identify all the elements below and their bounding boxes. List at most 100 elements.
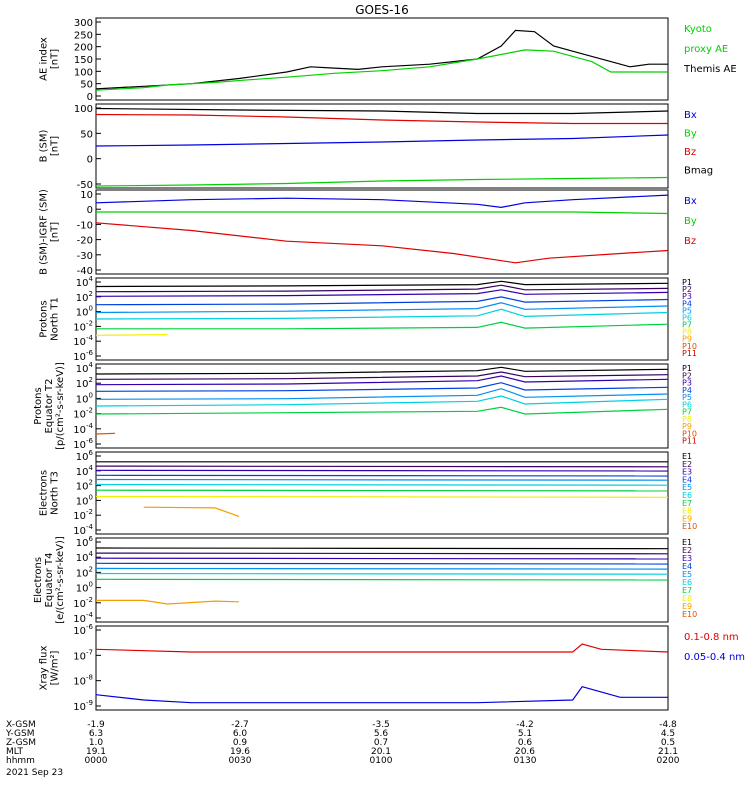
series-line-e6 [95,483,669,486]
y-tick-label: 10-2 [73,319,93,333]
legend-entry: By [684,216,697,227]
y-axis-label: AE index [39,37,50,81]
y-tick-label: 10 [80,190,93,201]
series-line-bz [95,113,668,125]
legend-entry-p2: P2 [682,285,692,294]
legend-entry: Bx [684,196,697,207]
legend-entry-e7: E7 [682,586,692,595]
legend-entry-e5: E5 [682,570,692,579]
series-line-e7 [95,489,669,492]
y-tick-label: 106 [76,449,94,463]
legend-entry: Bz [684,236,696,247]
y-tick-label: 0 [87,205,93,216]
y-tick-label: 100 [76,493,93,507]
legend-entry: Kyoto [684,24,712,35]
legend-entry-e4: E4 [682,562,692,571]
legend-entry: proxy AE [684,44,728,55]
y-tick-label: 102 [76,565,93,579]
series-line-e6 [95,572,669,575]
panel-bsm: 100 50 0 -50 B (SM) [nT] Bx By Bz Bmag [39,103,713,191]
y-tick-label: 104 [76,275,94,289]
legend-entry-e7: E7 [682,499,692,508]
series-line-bx [95,194,669,209]
y-tick-label: 102 [76,290,93,304]
series-line-p1 [95,280,669,288]
footer-value: 5.6 [374,729,389,739]
legend-entry: 0.1-0.8 nm [684,632,739,643]
y-tick-label: 250 [74,30,93,41]
legend-entry-e8: E8 [682,507,692,516]
legend-entry-p5: P5 [682,306,692,315]
footer-value: 1.0 [89,738,104,748]
legend-entry-e4: E4 [682,475,692,484]
series-line-e2 [95,552,669,555]
legend-entry-e10: E10 [682,610,697,619]
panel-xray: 10-6 10-7 10-8 10-9 Xray flux [W/m²] 0.1-0.8 n… [39,623,746,713]
footer-value: 19.6 [230,747,250,757]
legend-entry-p10: P10 [682,342,697,351]
y-tick-label: 0 [87,155,93,166]
y-tick-label: 0 [87,92,93,103]
y-tick-label: 50 [80,129,93,140]
series-line-e3 [95,557,669,560]
series-line-e7 [95,578,669,581]
legend-entry-p5: P5 [682,393,692,402]
panel-frame [95,103,669,189]
y-tick-label: 104 [76,550,94,564]
legend-entry: 0.05-0.4 nm [684,652,745,663]
y-tick-label: 10-2 [73,407,93,421]
footer-value: 0.6 [518,738,533,748]
y-axis-label: Xray flux [39,646,50,691]
y-tick-label: 100 [74,67,93,78]
y-axis-label: [p/(cm²-s-sr-keV)] [55,362,66,450]
y-axis-label: Equator T4 [44,553,55,608]
series-line-p10 [95,432,116,435]
series-line-bmag [95,107,669,115]
y-tick-label: 100 [76,391,93,405]
y-tick-label: -20 [77,236,93,247]
series-line-p2 [95,371,669,380]
y-tick-label: -50 [77,180,93,191]
y-axis-label: [nT] [50,136,61,156]
series-line-bx [95,134,669,147]
footer-value: 0200 [657,756,680,766]
series-line-e3 [95,469,669,472]
y-axis-label: North T1 [50,297,61,341]
footer-row-label: Y-GSM [5,729,34,739]
series-line-p6 [95,308,669,320]
legend-entry-p9: P9 [682,422,692,431]
legend-entry-e2: E2 [682,460,692,469]
y-axis-label: [e/(cm²-s-sr-keV)] [55,536,66,624]
footer-value: -4.2 [516,720,534,730]
legend-entry: Bx [684,110,697,121]
legend-entry-e8: E8 [682,594,692,603]
y-tick-label: 10-8 [73,674,93,688]
series-line-p5 [95,302,669,314]
series-line-by [95,176,669,187]
footer-value: 20.1 [371,747,391,757]
series-line-0-1-0-8-nm [95,643,669,653]
legend-entry-e3: E3 [682,554,692,563]
footer-value: 0.5 [661,738,675,748]
legend-entry-e1: E1 [682,452,692,461]
panel-frame [95,189,669,275]
legend: Bx By Bz Bmag [684,110,713,177]
legend-entry-p1: P1 [682,278,692,287]
series-line-p2 [95,284,669,293]
series-line-e9 [143,506,240,517]
panel-bigrf: 100-10-20-30-40B (SM)-IGRF (SM) [nT]BxByB… [39,189,697,277]
legend-entry-p4: P4 [682,386,692,395]
y-tick-label: -10 [77,220,93,231]
legend-entry-p1: P1 [682,364,692,373]
legend-entry-p11: P11 [682,349,697,358]
footer-row-label: X-GSM [6,720,36,730]
series-line-e9 [96,599,240,605]
series-line-e1 [95,547,669,550]
